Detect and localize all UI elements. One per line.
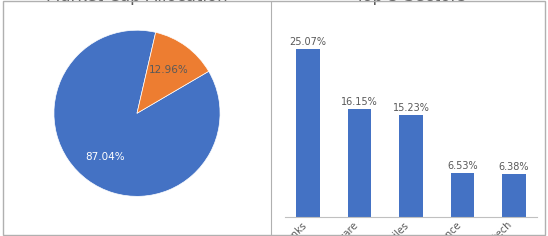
Bar (451, 173, 474, 217)
Title: Market Cap Allocation: Market Cap Allocation (46, 0, 228, 5)
Wedge shape (54, 30, 220, 196)
Bar (503, 174, 526, 217)
Text: 12.96%: 12.96% (149, 65, 189, 75)
Title: Top 5 Sectors: Top 5 Sectors (356, 0, 466, 5)
Wedge shape (137, 32, 209, 113)
Text: 16.15%: 16.15% (341, 97, 378, 107)
Bar (348, 109, 371, 217)
Text: 87.04%: 87.04% (85, 152, 125, 162)
Legend: Large-cap, Mid-cap: Large-cap, Mid-cap (14, 231, 171, 236)
Bar (399, 115, 423, 217)
Text: 6.38%: 6.38% (499, 162, 529, 172)
Text: 15.23%: 15.23% (392, 103, 430, 113)
Text: 6.53%: 6.53% (447, 161, 478, 171)
Text: 25.07%: 25.07% (289, 37, 327, 47)
Bar (296, 49, 319, 217)
